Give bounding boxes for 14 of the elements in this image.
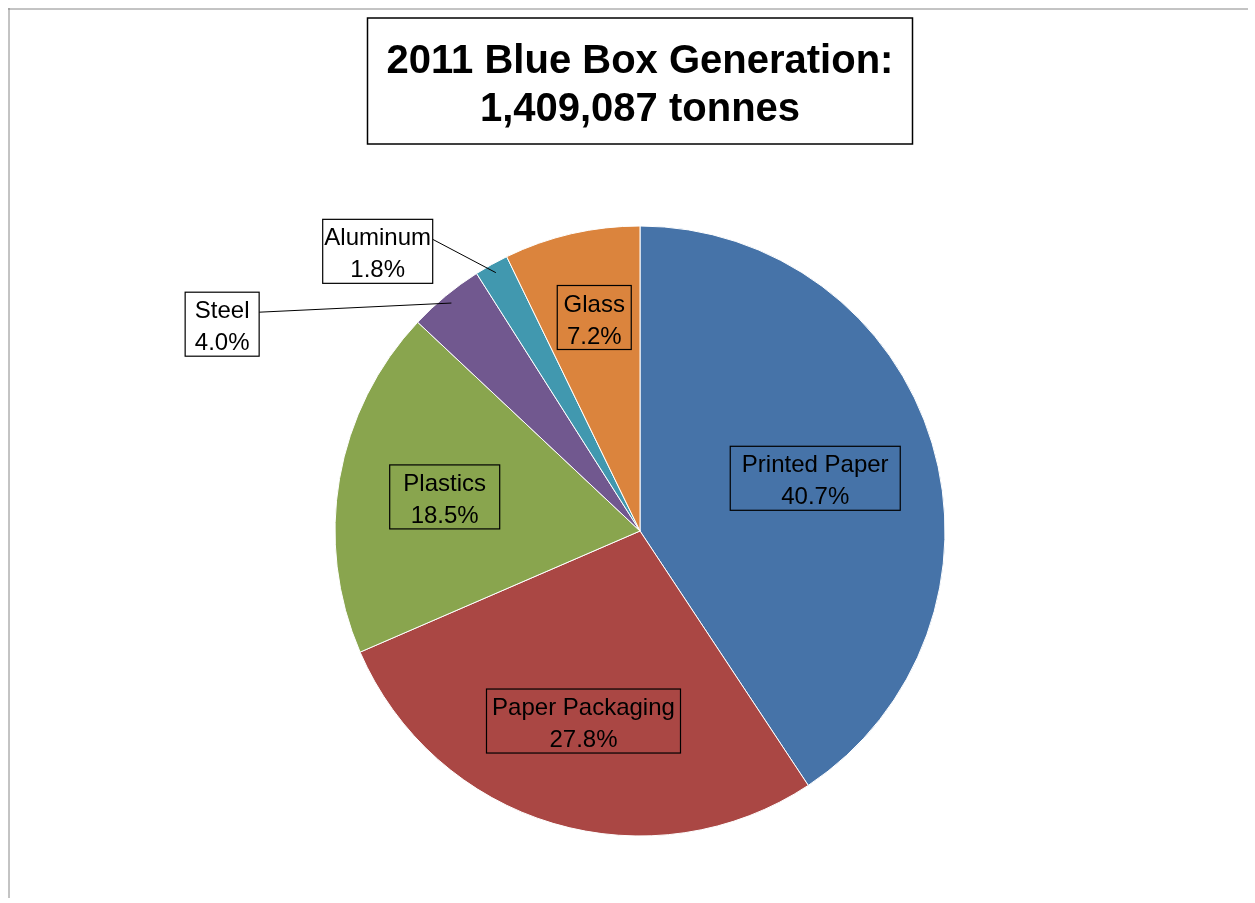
slice-label: Plastics <box>403 468 487 496</box>
slice-label: Steel <box>194 296 250 324</box>
slice-label: Printed Paper <box>741 450 889 478</box>
data-label: 4.0% <box>194 328 250 356</box>
data-label: 40.7% <box>781 482 850 510</box>
slice-label: Paper Packaging <box>492 693 675 721</box>
chart-title: 2011 Blue Box Generation: <box>386 37 894 81</box>
data-label: 1.8% <box>350 255 406 283</box>
chart-subtitle: 1,409,087 tonnes <box>479 85 801 129</box>
data-label: 7.2% <box>566 321 622 349</box>
data-label: 27.8% <box>549 725 618 753</box>
data-label: 18.5% <box>410 500 479 528</box>
slice-label: Glass <box>563 289 625 317</box>
slice-label: Aluminum <box>324 223 432 251</box>
